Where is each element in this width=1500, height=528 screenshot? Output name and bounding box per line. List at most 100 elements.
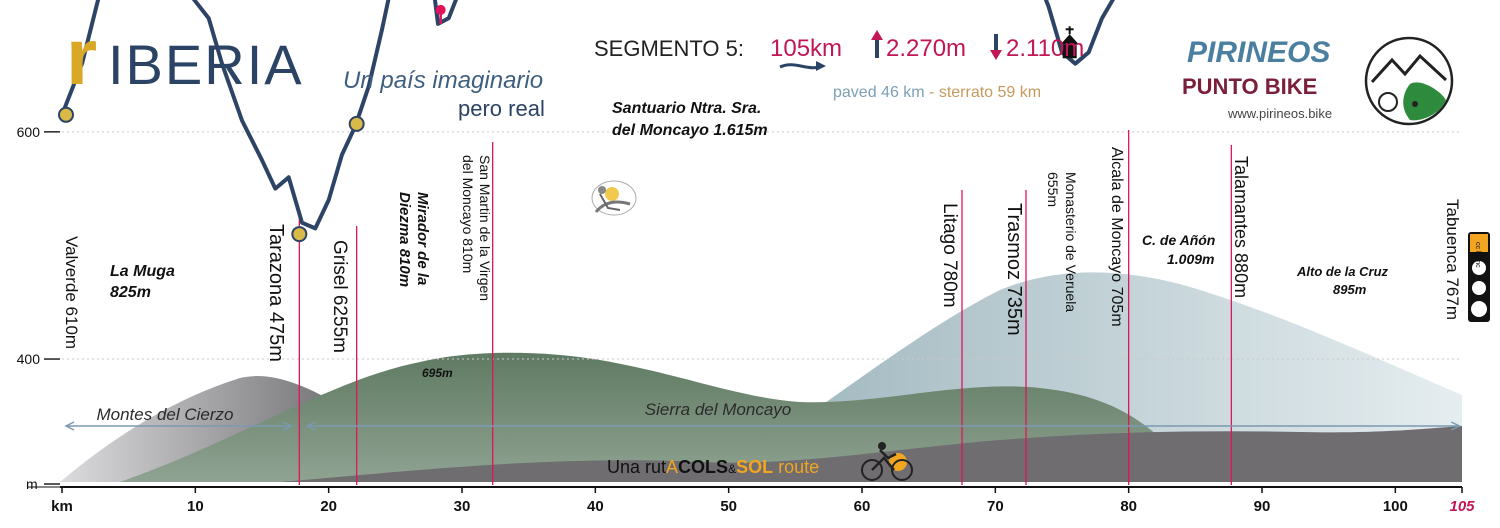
distance-arrow-icon bbox=[779, 63, 823, 70]
route-sol: SOL bbox=[736, 457, 773, 477]
range-label: Sierra del Moncayo bbox=[645, 400, 791, 419]
x-tick-label: 105 bbox=[1449, 498, 1475, 515]
sterrato-km: sterrato 59 km bbox=[939, 84, 1041, 101]
monastery-label: 655m bbox=[1045, 172, 1061, 207]
peak-label: Santuario Ntra. Sra. bbox=[612, 100, 761, 117]
ascent: 2.270m bbox=[886, 35, 966, 62]
range-arrow-head bbox=[1450, 421, 1462, 431]
route-caption: Una rutACOLS&SOL route bbox=[607, 457, 819, 477]
monastery-icon bbox=[1060, 26, 1079, 59]
town-label: Litago 780m bbox=[939, 203, 960, 308]
town-label-group: Tabuenca 767m bbox=[1443, 199, 1462, 320]
peak-label: La Muga bbox=[110, 263, 175, 280]
peak-marker bbox=[435, 4, 446, 15]
town-label: Tabuenca 767m bbox=[1443, 199, 1462, 320]
range-arrow-head bbox=[64, 421, 75, 431]
monastery-label: Monasterio de Veruela bbox=[1063, 172, 1079, 312]
mountain-ranges: Montes del Cierzo Sierra del Moncayo bbox=[64, 400, 1462, 431]
town-label: Trasmoz 735m bbox=[1003, 203, 1025, 336]
distance: 105km bbox=[770, 35, 842, 62]
x-axis: km 10 20 30 40 50 60 70 80 90 100 105 bbox=[28, 486, 1475, 515]
peak-label: 695m bbox=[422, 366, 453, 380]
peak-label: Diezma 810m bbox=[396, 192, 413, 287]
route-prefix: Una rut bbox=[607, 457, 666, 477]
elevation-line bbox=[60, 0, 1115, 231]
peak-label: Mirador de la bbox=[414, 192, 431, 285]
paved-km: paved 46 km bbox=[833, 84, 925, 101]
town-label-group: Talamantes 880m bbox=[1231, 156, 1251, 298]
y-tick-label: 400 bbox=[17, 351, 41, 367]
town-label-group: Litago 780m bbox=[939, 203, 960, 308]
town-label-group: Trasmoz 735m bbox=[1003, 203, 1025, 336]
route-a: A bbox=[666, 457, 678, 477]
peak-label: 1.009m bbox=[1167, 251, 1214, 267]
x-unit-label: km bbox=[51, 498, 73, 515]
brand-url: www.pirineos.bike bbox=[1227, 106, 1332, 121]
header: r IBERIA Un país imaginario pero real SE… bbox=[66, 12, 1454, 126]
town-label-group: Tarazona 475m bbox=[265, 224, 287, 362]
peak-label: 895m bbox=[1333, 282, 1367, 297]
y-gridlines bbox=[62, 131, 1462, 360]
route-cyclist-icon bbox=[861, 442, 913, 481]
x-tick-label: 40 bbox=[587, 498, 604, 515]
climbing-cyclist-icon bbox=[591, 180, 637, 216]
peak-label: 825m bbox=[110, 284, 151, 301]
town-point bbox=[348, 115, 365, 132]
x-tick-label: 100 bbox=[1383, 498, 1408, 515]
segment-label: SEGMENTO 5: bbox=[594, 36, 744, 61]
x-tick-label: 20 bbox=[320, 498, 337, 515]
x-tick-label: 60 bbox=[854, 498, 871, 515]
logo-word: IBERIA bbox=[108, 33, 304, 96]
tagline-2: pero real bbox=[458, 96, 545, 121]
route-cols: COLS bbox=[678, 457, 728, 477]
x-tick-label: 50 bbox=[720, 498, 737, 515]
y-tick-label: 600 bbox=[17, 124, 41, 140]
x-tick-label: 70 bbox=[987, 498, 1004, 515]
range-label: Montes del Cierzo bbox=[96, 405, 233, 424]
peak-label: Alto de la Cruz bbox=[1296, 264, 1389, 279]
y-unit-label: m bbox=[26, 476, 38, 492]
town-point bbox=[58, 106, 74, 123]
town-label: Talamantes 880m bbox=[1231, 156, 1251, 298]
range-arrow-head bbox=[282, 421, 294, 431]
logo-r: r bbox=[66, 12, 97, 101]
grey-foreground-hills bbox=[280, 426, 1462, 482]
town-label: Valverde 610m bbox=[62, 236, 81, 349]
town-point bbox=[291, 226, 308, 243]
brand-pirineos: PIRINEOS bbox=[1187, 36, 1330, 69]
town-label: Tarazona 475m bbox=[265, 224, 287, 362]
town-label: del Moncayo 810m bbox=[460, 155, 476, 273]
pirineos-logo-icon bbox=[1364, 36, 1454, 126]
x-tick-label: 90 bbox=[1254, 498, 1271, 515]
town-label: San Martin de la Virgen bbox=[477, 155, 493, 301]
tagline-1: Un país imaginario bbox=[343, 67, 543, 94]
background-mountains bbox=[60, 272, 1462, 482]
route-suffix: route bbox=[773, 457, 819, 477]
brand-punto-bike: PUNTO BIKE bbox=[1182, 74, 1317, 99]
surface-separator: - bbox=[925, 84, 939, 101]
surface-split: paved 46 km - sterrato 59 km bbox=[833, 84, 1041, 101]
x-tick-label: 10 bbox=[187, 498, 204, 515]
y-tick-labels: 4006008001000120014001600m bbox=[17, 124, 60, 492]
town-label-group: Valverde 610m bbox=[62, 236, 81, 349]
towns: Valverde 610m Tarazona 475m Grisel 6255m Sa… bbox=[58, 106, 1462, 362]
x-tick-label: 30 bbox=[454, 498, 471, 515]
route-amp: & bbox=[728, 462, 736, 476]
peak-label: del Moncayo 1.615m bbox=[612, 122, 768, 139]
license-text: cc by nc bbox=[1474, 242, 1481, 268]
town-label: Alcala de Moncayo 705m bbox=[1108, 147, 1125, 327]
range-arrow-head bbox=[305, 421, 316, 431]
peak-label: C. de Añón bbox=[1142, 232, 1215, 248]
town-label-group: Alcala de Moncayo 705m bbox=[1108, 147, 1125, 327]
license-badge: cc by nc bbox=[1468, 232, 1490, 322]
x-tick-label: 80 bbox=[1120, 498, 1137, 515]
town-label-group: Grisel 6255m bbox=[329, 240, 350, 353]
descent: 2.110m bbox=[1006, 35, 1084, 62]
